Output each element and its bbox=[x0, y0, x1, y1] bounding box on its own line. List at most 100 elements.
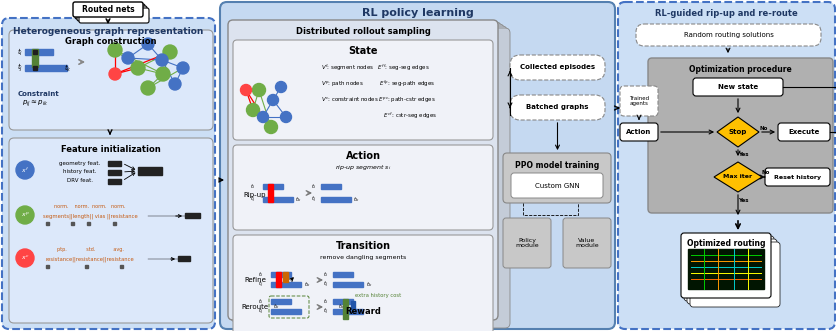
Circle shape bbox=[252, 83, 265, 97]
Bar bbox=[87, 222, 90, 225]
FancyBboxPatch shape bbox=[777, 123, 829, 141]
FancyBboxPatch shape bbox=[234, 24, 503, 324]
FancyBboxPatch shape bbox=[220, 2, 614, 329]
FancyBboxPatch shape bbox=[502, 218, 550, 268]
Bar bbox=[33, 66, 37, 70]
Text: $t_k$: $t_k$ bbox=[338, 303, 344, 311]
Bar bbox=[32, 49, 38, 67]
Bar bbox=[178, 256, 190, 261]
Text: $V^p$: path nodes          $E^{fp}$: seg-path edges: $V^p$: path nodes $E^{fp}$: seg-path edg… bbox=[321, 79, 435, 89]
Bar bbox=[333, 272, 353, 277]
Text: segments||length|| vias ||resistance: segments||length|| vias ||resistance bbox=[43, 213, 137, 219]
Text: $t_i$: $t_i$ bbox=[323, 298, 328, 307]
Text: Constraint: Constraint bbox=[18, 91, 59, 97]
Bar bbox=[321, 184, 340, 189]
Text: Policy
module: Policy module bbox=[515, 238, 538, 248]
Text: $x^p$: $x^p$ bbox=[21, 211, 29, 219]
Polygon shape bbox=[716, 117, 758, 147]
FancyBboxPatch shape bbox=[509, 55, 604, 80]
Bar bbox=[185, 213, 200, 218]
Bar bbox=[268, 184, 273, 202]
Text: Reset history: Reset history bbox=[773, 174, 820, 179]
FancyBboxPatch shape bbox=[764, 168, 829, 186]
Bar bbox=[343, 299, 348, 319]
FancyBboxPatch shape bbox=[619, 86, 657, 116]
Bar bbox=[108, 179, 121, 184]
Text: $V^c$: constraint nodes $E^{pc}$: path-cstr edges: $V^c$: constraint nodes $E^{pc}$: path-c… bbox=[321, 95, 436, 105]
Circle shape bbox=[140, 81, 155, 95]
Text: norm.    norm.  norm.   norm.: norm. norm. norm. norm. bbox=[54, 205, 125, 210]
Bar bbox=[271, 299, 291, 304]
Text: Optimization procedure: Optimization procedure bbox=[688, 65, 791, 73]
FancyBboxPatch shape bbox=[617, 2, 834, 329]
FancyBboxPatch shape bbox=[73, 2, 143, 17]
Circle shape bbox=[155, 67, 170, 81]
Circle shape bbox=[155, 54, 168, 66]
Text: $t_i$: $t_i$ bbox=[323, 270, 328, 279]
FancyBboxPatch shape bbox=[9, 30, 212, 130]
Bar bbox=[333, 299, 353, 304]
FancyBboxPatch shape bbox=[511, 173, 602, 198]
Text: Reward: Reward bbox=[344, 307, 380, 316]
Text: Trained
agents: Trained agents bbox=[628, 96, 648, 106]
Text: Custom GNN: Custom GNN bbox=[534, 182, 579, 188]
FancyBboxPatch shape bbox=[686, 239, 776, 304]
Text: Optimized routing: Optimized routing bbox=[686, 239, 764, 248]
Bar bbox=[321, 197, 350, 202]
FancyBboxPatch shape bbox=[232, 235, 492, 331]
Text: $V^f$: segment nodes   $E^{ff}$: seg-seg edges: $V^f$: segment nodes $E^{ff}$: seg-seg e… bbox=[321, 63, 430, 73]
Bar bbox=[263, 184, 283, 189]
Polygon shape bbox=[713, 162, 761, 192]
FancyBboxPatch shape bbox=[681, 233, 770, 298]
Bar bbox=[33, 50, 37, 54]
Bar bbox=[46, 222, 49, 225]
Text: $t_k$: $t_k$ bbox=[353, 196, 359, 205]
Bar bbox=[85, 265, 88, 268]
FancyBboxPatch shape bbox=[692, 78, 782, 96]
FancyBboxPatch shape bbox=[2, 18, 215, 329]
Text: Collected episodes: Collected episodes bbox=[519, 65, 594, 71]
Circle shape bbox=[122, 52, 134, 64]
Text: $t_j$: $t_j$ bbox=[17, 62, 23, 74]
FancyBboxPatch shape bbox=[647, 58, 832, 213]
Text: Yes: Yes bbox=[737, 198, 747, 203]
Bar bbox=[71, 222, 74, 225]
Circle shape bbox=[109, 68, 121, 80]
Text: Stop: Stop bbox=[728, 129, 747, 135]
FancyBboxPatch shape bbox=[9, 138, 212, 323]
FancyBboxPatch shape bbox=[232, 40, 492, 140]
FancyBboxPatch shape bbox=[232, 145, 492, 230]
Text: $t_i$: $t_i$ bbox=[310, 183, 316, 191]
Text: rip-up segment $s_i$: rip-up segment $s_i$ bbox=[334, 163, 390, 171]
Bar bbox=[271, 272, 291, 277]
Text: $E^{cf}$: cstr-seg edges: $E^{cf}$: cstr-seg edges bbox=[321, 111, 436, 121]
Text: $t_k$: $t_k$ bbox=[64, 63, 72, 73]
Text: Yes: Yes bbox=[737, 152, 747, 157]
Text: New state: New state bbox=[717, 84, 757, 90]
Circle shape bbox=[268, 94, 278, 106]
Circle shape bbox=[280, 112, 291, 122]
Text: RL-guided rip-up and re-route: RL-guided rip-up and re-route bbox=[655, 10, 797, 19]
Circle shape bbox=[108, 43, 122, 57]
FancyBboxPatch shape bbox=[689, 242, 779, 307]
Text: Feature initialization: Feature initialization bbox=[61, 145, 161, 154]
Circle shape bbox=[163, 45, 176, 59]
Bar bbox=[271, 309, 301, 314]
Text: No: No bbox=[761, 170, 769, 175]
Text: $t_j$: $t_j$ bbox=[257, 280, 263, 290]
Bar bbox=[263, 197, 293, 202]
Text: $t_i$: $t_i$ bbox=[257, 270, 263, 279]
Text: remove dangling segments: remove dangling segments bbox=[319, 255, 405, 260]
Bar bbox=[46, 265, 49, 268]
Text: $t_j$: $t_j$ bbox=[249, 195, 255, 205]
Bar bbox=[333, 309, 363, 314]
Text: $p_{ij}\approx p_{ik}$: $p_{ij}\approx p_{ik}$ bbox=[22, 99, 48, 109]
Bar bbox=[687, 249, 763, 289]
FancyBboxPatch shape bbox=[635, 24, 820, 46]
Bar bbox=[350, 301, 354, 309]
Circle shape bbox=[240, 84, 251, 96]
Bar bbox=[276, 272, 281, 287]
Circle shape bbox=[16, 206, 34, 224]
Text: resistance||resistance||resistance: resistance||resistance||resistance bbox=[46, 256, 135, 262]
Circle shape bbox=[142, 38, 154, 50]
